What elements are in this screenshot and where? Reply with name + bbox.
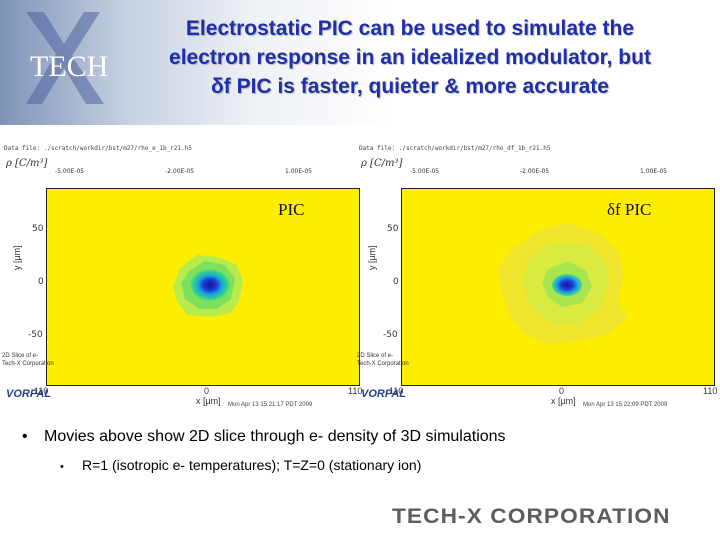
header-band: TECH Electrostatic PIC can be used to si… xyxy=(0,0,720,125)
footer-line: 2D Slice of e- xyxy=(2,353,39,359)
y-axis-label: y [μm] xyxy=(12,245,22,270)
footer-line: Tech-X Corporation xyxy=(2,361,54,367)
bullet-icon: • xyxy=(22,428,28,445)
colorbar-tick: -2.00E-05 xyxy=(165,168,195,175)
ytick: -50 xyxy=(28,330,43,340)
plot-footer: 2D Slice of e- Tech-X Corporation xyxy=(357,352,409,368)
y-axis-label: y [μm] xyxy=(367,245,377,270)
ytick: 0 xyxy=(38,277,44,287)
xtick: 110 xyxy=(34,386,49,396)
colorbar-unit-label: ρ [C/m³] xyxy=(6,158,48,169)
colorbar-tick: -5.00E-05 xyxy=(410,168,440,175)
plot-timestamp: Mon Apr 13 15:22:09 PDT 2009 xyxy=(583,402,668,408)
xtick: 110 xyxy=(348,386,363,396)
plot-panel-pic: Data file: ./scratch/workdir/bst/m27/rho… xyxy=(0,130,365,415)
x-axis-label: x [μm] xyxy=(551,396,576,406)
tech-x-logo: TECH xyxy=(26,12,108,104)
plot-label-pic: PIC xyxy=(278,200,305,219)
ytick: 50 xyxy=(387,224,399,234)
footer-line: 2D Slice of e- xyxy=(357,353,394,359)
vorpal-logo: VORPAL xyxy=(6,388,52,400)
ytick: 0 xyxy=(393,277,399,287)
title-line-3: δf PIC is faster, quieter & more accurat… xyxy=(211,75,609,98)
colorbar-ticks: -5.00E-05 -2.00E-05 1.00E-05 xyxy=(410,168,710,176)
ytick: 50 xyxy=(32,224,44,234)
colorbar-tick: -2.00E-05 xyxy=(520,168,550,175)
logo-text: TECH xyxy=(30,50,108,83)
colorbar-ticks: -5.00E-05 -2.00E-05 1.00E-05 xyxy=(55,168,355,176)
plot-panel-df-pic: Data file: ./scratch/workdir/bst/m27/rho… xyxy=(355,130,720,415)
bullet-text: R=1 (isotropic e- temperatures); T=Z=0 (… xyxy=(82,457,422,473)
density-plot-pic xyxy=(46,188,360,386)
xtick: 110 xyxy=(703,386,718,396)
x-axis-label: x [μm] xyxy=(196,396,221,406)
colorbar-tick: -5.00E-05 xyxy=(55,168,85,175)
colorbar-tick: 1.00E-05 xyxy=(640,168,667,175)
density-field-graphic xyxy=(173,255,243,317)
colorbar-tick: 1.00E-05 xyxy=(285,168,312,175)
density-core xyxy=(552,274,582,296)
tech-x-corporation-banner: TECH-X CORPORATION xyxy=(392,505,671,528)
page-title: Electrostatic PIC can be used to simulat… xyxy=(130,14,690,101)
plot-footer: 2D Slice of e- Tech-X Corporation xyxy=(2,352,54,368)
vorpal-logo: VORPAL xyxy=(361,388,407,400)
bullet-item: • Movies above show 2D slice through e- d… xyxy=(22,428,506,446)
plot-timestamp: Mon Apr 13 15:21:17 PDT 2009 xyxy=(228,402,313,408)
bullet-icon: • xyxy=(60,461,64,473)
sub-bullet-item: • R=1 (isotropic e- temperatures); T=Z=0 … xyxy=(60,457,421,473)
title-line-2: electron response in an idealized modula… xyxy=(169,46,651,69)
ytick: -50 xyxy=(383,330,398,340)
xtick: 0 xyxy=(559,386,565,396)
data-file-label: Data file: ./scratch/workdir/bst/m27/rho… xyxy=(4,145,192,152)
xtick: 110 xyxy=(389,386,404,396)
bullet-text: Movies above show 2D slice through e- de… xyxy=(44,428,506,445)
colorbar-unit-label: ρ [C/m³] xyxy=(361,158,403,169)
xtick: 0 xyxy=(204,386,210,396)
data-file-label: Data file: ./scratch/workdir/bst/m27/rho… xyxy=(359,145,551,152)
density-plot-df-pic xyxy=(401,188,715,386)
density-core xyxy=(190,269,230,301)
title-line-1: Electrostatic PIC can be used to simulat… xyxy=(185,17,635,40)
plot-label-df-pic: δf PIC xyxy=(607,200,652,219)
footer-line: Tech-X Corporation xyxy=(357,361,409,367)
density-field-graphic xyxy=(498,223,628,345)
